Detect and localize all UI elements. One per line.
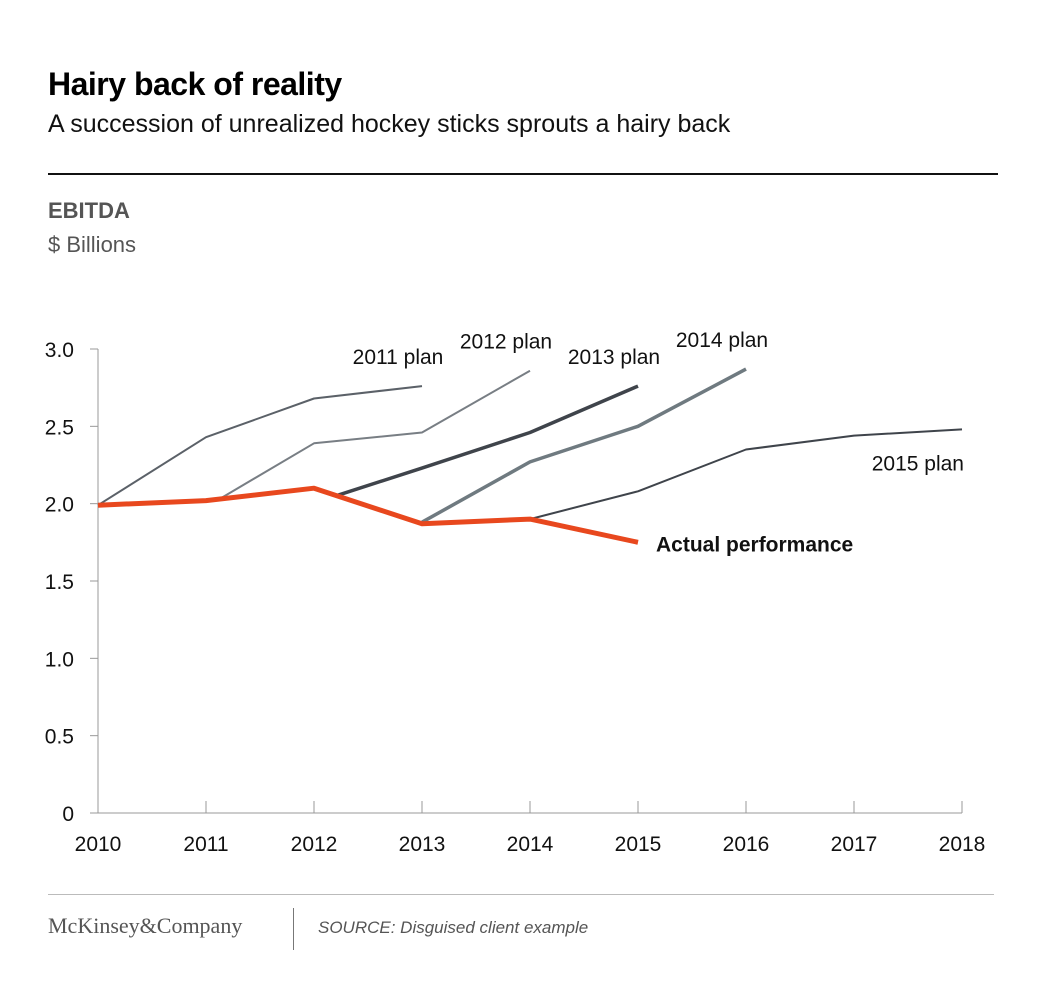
brand-logo: McKinsey&Company <box>48 913 243 938</box>
chart-series-labels: 2011 plan 2012 plan 2013 plan 2014 plan 2015… <box>353 329 964 556</box>
series-line-actual-performance <box>97 485 639 545</box>
series-line-2013-plan <box>335 384 639 498</box>
series-label-2013-plan: 2013 plan <box>568 346 660 369</box>
series-line-2012-plan <box>216 369 531 502</box>
x-tick-label: 2010 <box>75 833 122 856</box>
footer-separator <box>293 908 294 950</box>
x-tick-label: 2013 <box>399 833 446 856</box>
chart-subtitle: A succession of unrealized hockey sticks… <box>48 110 731 138</box>
x-tick-label: 2017 <box>831 833 878 856</box>
y-tick-label: 0 <box>62 803 74 826</box>
y-tick-label: 3.0 <box>45 339 74 362</box>
chart-series <box>97 367 963 545</box>
y-tick-label: 1.0 <box>45 648 74 671</box>
unit-label: $ Billions <box>48 232 137 257</box>
x-tick-label: 2015 <box>615 833 662 856</box>
series-label-2011-plan: 2011 plan <box>353 346 444 369</box>
series-line-2014-plan <box>421 367 747 524</box>
x-tick-label: 2016 <box>723 833 770 856</box>
y-tick-label: 1.5 <box>45 571 74 594</box>
x-tick-label: 2018 <box>939 833 986 856</box>
series-label-2015-plan: 2015 plan <box>872 452 964 475</box>
metric-label: EBITDA <box>48 198 130 223</box>
x-tick-label: 2012 <box>291 833 338 856</box>
source-note: SOURCE: Disguised client example <box>318 918 589 937</box>
y-tick-label: 0.5 <box>45 726 74 749</box>
chart-title: Hairy back of reality <box>48 66 342 102</box>
header-divider <box>48 173 998 175</box>
series-label-actual-performance: Actual performance <box>656 533 853 556</box>
y-tick-label: 2.5 <box>45 416 74 439</box>
x-tick-label: 2011 <box>183 833 228 856</box>
series-line-2011-plan <box>97 385 423 507</box>
y-tick-label: 2.0 <box>45 494 74 517</box>
chart-axes: 0 0.5 1.0 1.5 2.0 2.5 3.0 2010 2011 2012 2013 2014 2… <box>45 339 986 856</box>
series-label-2012-plan: 2012 plan <box>460 331 552 354</box>
x-tick-label: 2014 <box>507 833 554 856</box>
footer-divider <box>48 894 994 895</box>
series-line-2015-plan <box>529 428 963 521</box>
series-label-2014-plan: 2014 plan <box>676 329 768 352</box>
